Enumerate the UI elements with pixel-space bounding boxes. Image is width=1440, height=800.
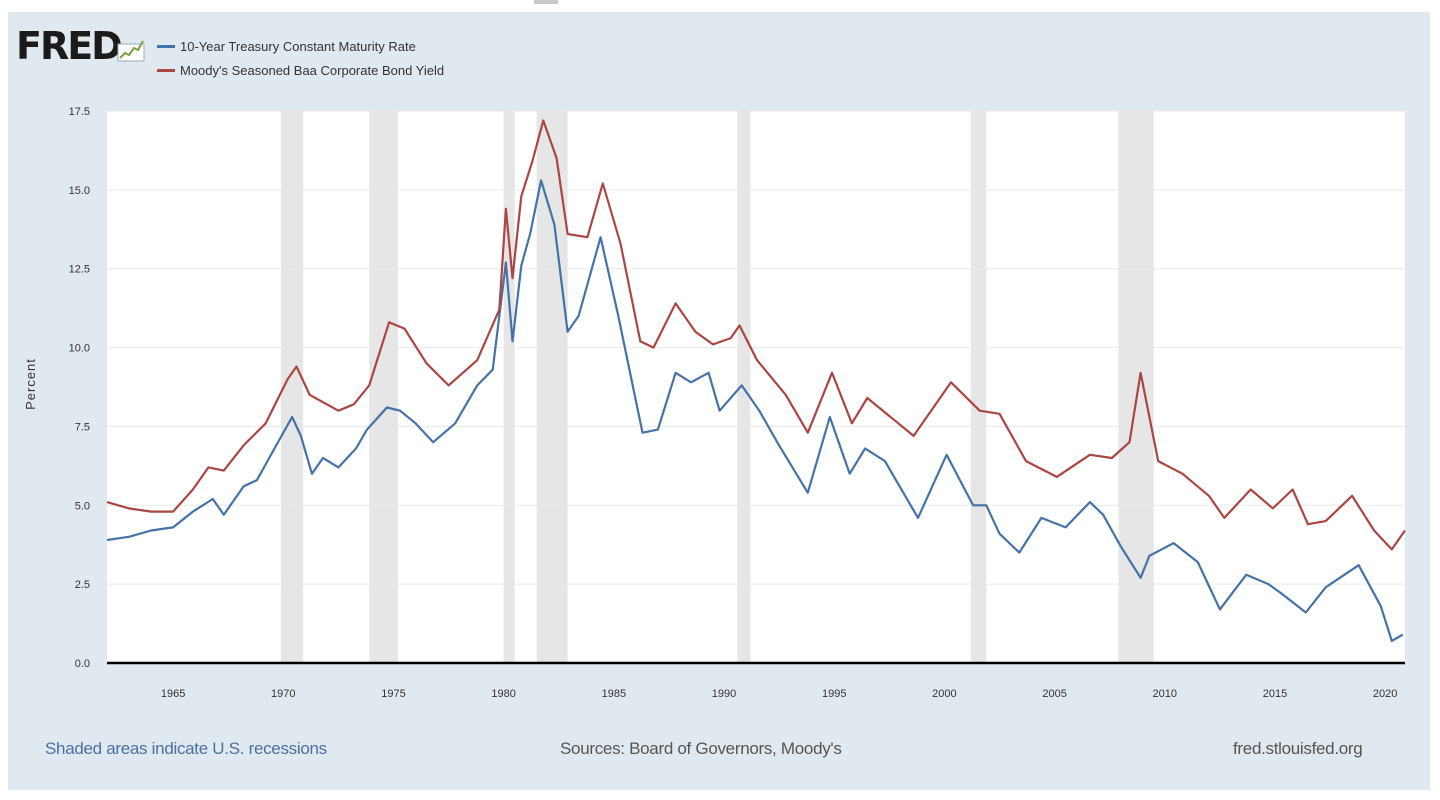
legend-label-baa: Moody's Seasoned Baa Corporate Bond Yiel… [180,62,445,78]
legend-label-treasury: 10-Year Treasury Constant Maturity Rate [180,38,416,54]
y-tick-label: 12.5 [69,264,90,276]
x-tick-label: 1995 [822,688,846,700]
x-tick-label: 1980 [491,688,515,700]
legend-swatch-baa [157,68,175,72]
y-tick-label: 17.5 [69,106,90,118]
recession-note: Shaded areas indicate U.S. recessions [45,739,327,758]
y-tick-label: 0.0 [75,658,90,670]
recession-band-3 [536,111,568,663]
recession-band-2 [503,111,515,663]
x-tick-label: 2020 [1373,688,1397,700]
legend-item-treasury: 10-Year Treasury Constant Maturity Rate [157,37,416,55]
x-tick-label: 2010 [1153,688,1177,700]
y-axis-label: Percent [23,358,38,410]
x-tick-label: 1975 [381,688,405,700]
plot-area [107,111,1405,663]
recession-band-0 [281,111,304,663]
series-line-treasury [106,179,1404,643]
y-tick-label: 15.0 [69,185,90,197]
fred-logo[interactable]: FRED [16,24,123,68]
top-tab-marker [534,0,558,4]
x-tick-label: 1990 [712,688,736,700]
recession-band-6 [1118,111,1154,663]
fred-graph-icon [117,40,145,62]
series-line-baa [106,119,1406,551]
y-tick-label: 7.5 [75,421,90,433]
x-tick-label: 2000 [932,688,956,700]
legend-swatch-treasury [157,44,175,48]
x-tick-label: 1970 [271,688,295,700]
legend-item-baa: Moody's Seasoned Baa Corporate Bond Yiel… [157,61,444,79]
sources-note: Sources: Board of Governors, Moody's [560,739,842,758]
x-tick-label: 2015 [1263,688,1287,700]
recession-band-1 [369,111,398,663]
x-tick-label: 1985 [602,688,626,700]
x-tick-label: 1965 [161,688,185,700]
y-tick-label: 2.5 [75,579,90,591]
recession-band-5 [970,111,987,663]
y-tick-label: 5.0 [75,500,90,512]
x-tick-label: 2005 [1042,688,1066,700]
site-link[interactable]: fred.stlouisfed.org [1233,739,1363,758]
y-tick-label: 10.0 [69,343,90,355]
